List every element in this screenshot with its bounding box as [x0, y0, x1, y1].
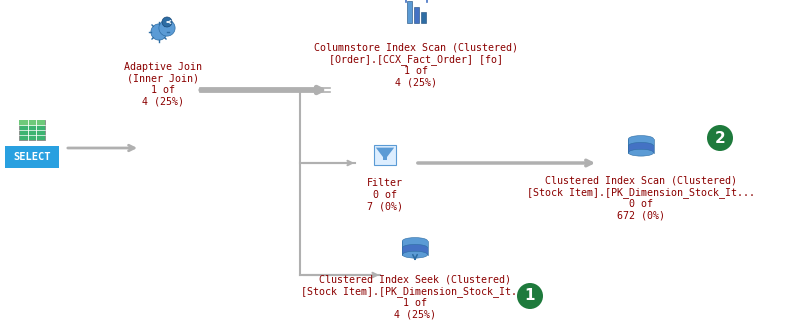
Circle shape	[517, 283, 543, 309]
Text: Columnstore Index Scan (Clustered)
[Order].[CCX_Fact_Order] [fo]
1 of
4 (25%): Columnstore Index Scan (Clustered) [Orde…	[314, 42, 518, 88]
FancyBboxPatch shape	[407, 1, 412, 23]
Text: Filter
0 of
7 (0%): Filter 0 of 7 (0%)	[367, 178, 403, 211]
FancyBboxPatch shape	[383, 157, 387, 160]
Polygon shape	[151, 24, 167, 40]
FancyBboxPatch shape	[414, 6, 419, 23]
Ellipse shape	[628, 149, 653, 156]
Text: 2: 2	[714, 130, 725, 146]
FancyBboxPatch shape	[421, 12, 426, 23]
Text: Clustered Index Seek (Clustered)
[Stock Item].[PK_Dimension_Stock_It...
1 of
4 (: Clustered Index Seek (Clustered) [Stock …	[301, 274, 529, 320]
FancyBboxPatch shape	[374, 145, 396, 166]
FancyBboxPatch shape	[5, 146, 59, 168]
Text: Clustered Index Scan (Clustered)
[Stock Item].[PK_Dimension_Stock_It...
0 of
672: Clustered Index Scan (Clustered) [Stock …	[527, 175, 755, 221]
FancyBboxPatch shape	[403, 248, 428, 255]
Ellipse shape	[628, 142, 653, 149]
FancyBboxPatch shape	[19, 120, 45, 126]
Ellipse shape	[403, 238, 428, 244]
FancyBboxPatch shape	[628, 139, 653, 146]
Circle shape	[162, 17, 172, 27]
Ellipse shape	[403, 244, 428, 251]
FancyBboxPatch shape	[19, 120, 45, 140]
Polygon shape	[376, 147, 394, 157]
Polygon shape	[159, 20, 175, 36]
FancyBboxPatch shape	[403, 241, 428, 248]
Text: SELECT: SELECT	[13, 152, 51, 162]
Ellipse shape	[628, 136, 653, 142]
FancyBboxPatch shape	[628, 146, 653, 153]
Ellipse shape	[403, 251, 428, 258]
Circle shape	[707, 125, 733, 151]
Text: 1: 1	[524, 289, 536, 304]
Text: Adaptive Join
(Inner Join)
1 of
4 (25%): Adaptive Join (Inner Join) 1 of 4 (25%)	[124, 62, 202, 107]
